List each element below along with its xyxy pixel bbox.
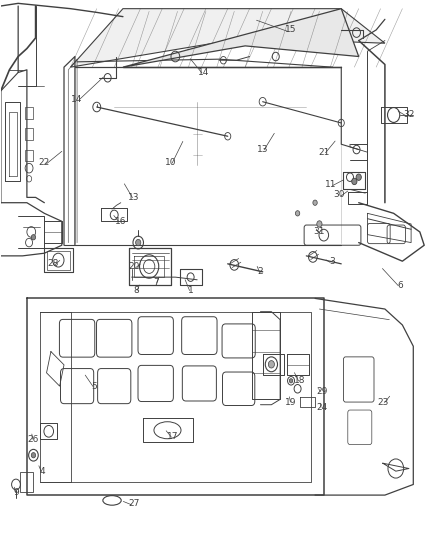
Text: 6: 6 <box>397 280 403 289</box>
Text: 4: 4 <box>39 467 45 475</box>
Text: 13: 13 <box>257 145 268 154</box>
Text: 22: 22 <box>39 158 50 167</box>
Bar <box>25 128 33 140</box>
Polygon shape <box>71 9 385 67</box>
Circle shape <box>31 235 35 240</box>
Text: 28: 28 <box>47 260 59 268</box>
Text: 11: 11 <box>325 180 336 189</box>
Text: 23: 23 <box>377 398 389 407</box>
Text: 29: 29 <box>316 387 327 396</box>
Polygon shape <box>123 9 359 67</box>
Text: 10: 10 <box>165 158 177 167</box>
Text: 5: 5 <box>92 382 97 391</box>
Circle shape <box>31 453 35 458</box>
Text: 31: 31 <box>314 228 325 237</box>
Text: 27: 27 <box>128 498 140 507</box>
Text: 2: 2 <box>258 268 263 276</box>
Text: 18: 18 <box>294 376 306 385</box>
Text: 26: 26 <box>28 435 39 444</box>
Bar <box>20 472 32 492</box>
Circle shape <box>317 221 322 227</box>
Text: 14: 14 <box>198 68 209 77</box>
Circle shape <box>313 200 317 205</box>
Text: 20: 20 <box>128 262 140 271</box>
Text: 15: 15 <box>285 26 297 35</box>
Bar <box>25 107 33 119</box>
Text: 1: 1 <box>188 286 194 295</box>
Circle shape <box>295 211 300 216</box>
Text: 3: 3 <box>330 257 336 265</box>
Text: 24: 24 <box>316 403 327 412</box>
Circle shape <box>268 361 275 368</box>
Text: 9: 9 <box>13 488 19 497</box>
Circle shape <box>356 174 361 180</box>
Circle shape <box>352 178 357 184</box>
Bar <box>25 150 33 161</box>
Text: 8: 8 <box>133 286 139 295</box>
Circle shape <box>136 239 141 246</box>
Circle shape <box>289 378 293 383</box>
Text: 32: 32 <box>403 110 415 119</box>
Text: 17: 17 <box>167 432 179 441</box>
Text: 21: 21 <box>318 148 329 157</box>
Text: 19: 19 <box>285 398 297 407</box>
Text: 30: 30 <box>333 190 345 199</box>
Bar <box>46 251 70 270</box>
Text: 14: 14 <box>71 94 83 103</box>
Text: 7: 7 <box>153 278 159 287</box>
Text: 13: 13 <box>128 193 140 202</box>
Text: 16: 16 <box>115 217 127 226</box>
